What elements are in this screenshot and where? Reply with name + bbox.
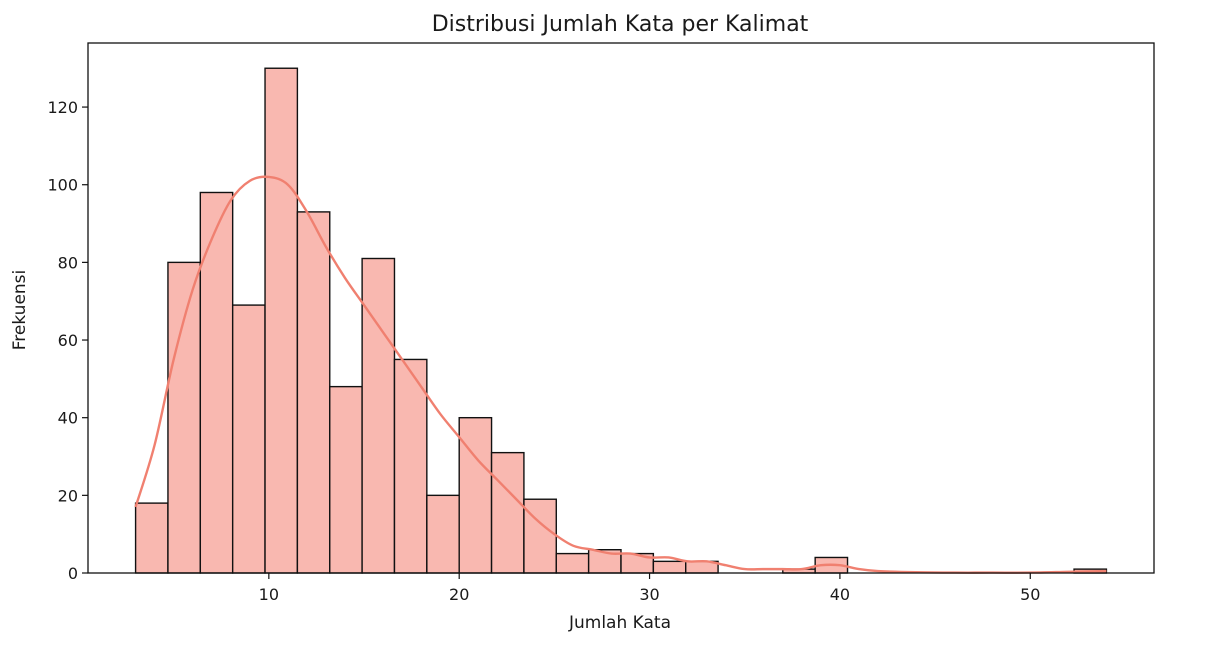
x-tick-label: 30 <box>639 585 659 604</box>
x-tick-label: 10 <box>259 585 279 604</box>
x-tick-label: 20 <box>449 585 469 604</box>
y-tick-label: 80 <box>58 253 78 272</box>
histogram-bar <box>458 416 493 574</box>
histogram-bars <box>134 67 1108 574</box>
histogram-bar <box>652 560 687 574</box>
histogram-bar <box>264 67 299 574</box>
x-axis-label: Jumlah Kata <box>568 613 671 633</box>
y-tick-label: 40 <box>58 409 78 428</box>
histogram-bar <box>490 451 525 574</box>
histogram-bar <box>296 211 331 574</box>
y-axis-label: Frekuensi <box>10 270 30 351</box>
chart-title: Distribusi Jumlah Kata per Kalimat <box>432 12 809 37</box>
plot-frame <box>87 42 1155 574</box>
histogram-bar <box>523 498 557 574</box>
x-tick-label: 40 <box>830 585 850 604</box>
histogram-bar <box>199 191 234 574</box>
histogram-bar <box>329 385 363 574</box>
histogram-bar <box>134 502 169 574</box>
histogram-bar <box>361 257 396 574</box>
histogram-bar <box>393 358 428 574</box>
x-axis-ticks: 10 20 30 40 50 <box>259 573 1040 604</box>
kde-line <box>134 175 1107 574</box>
y-tick-label: 20 <box>58 486 78 505</box>
y-axis-ticks: 0 20 40 60 80 100 120 <box>47 98 88 583</box>
y-tick-label: 100 <box>47 176 78 195</box>
histogram-bar <box>231 304 266 574</box>
histogram-bar <box>555 552 590 574</box>
histogram-bar <box>426 494 460 574</box>
y-tick-label: 0 <box>68 564 78 583</box>
x-tick-label: 50 <box>1020 585 1040 604</box>
y-tick-label: 120 <box>47 98 78 117</box>
y-tick-label: 60 <box>58 331 78 350</box>
histogram-bar <box>167 261 202 574</box>
